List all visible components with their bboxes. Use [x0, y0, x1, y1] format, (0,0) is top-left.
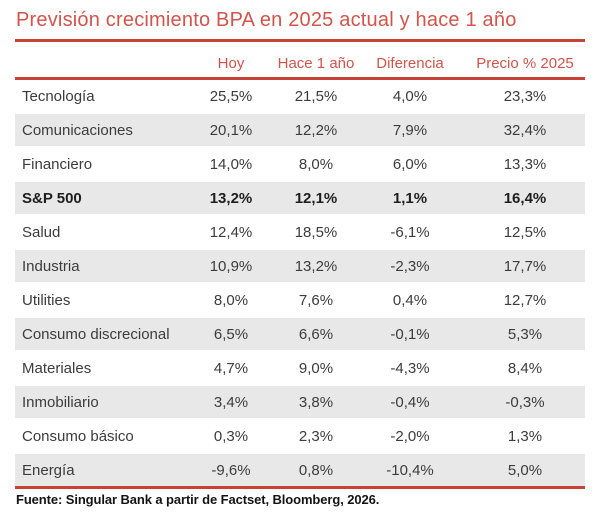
eps-growth-table: Hoy Hace 1 año Diferencia Precio % 2025 … — [15, 42, 585, 489]
table-row-comunicaciones: Comunicaciones 20,1% 12,2% 7,9% 32,4% — [15, 112, 585, 148]
cell-diferencia: -10,4% — [355, 452, 465, 489]
page-title: Previsión crecimiento BPA en 2025 actual… — [15, 5, 585, 42]
cell-hoy: 20,1% — [185, 112, 277, 148]
cell-precio: 32,4% — [465, 112, 585, 148]
cell-diferencia: -2,0% — [355, 418, 465, 454]
cell-diferencia: -0,4% — [355, 384, 465, 420]
sector-label: Comunicaciones — [15, 112, 185, 148]
cell-hace-1-ano: 13,2% — [277, 248, 355, 284]
col-header-hoy: Hoy — [185, 42, 277, 80]
sector-label: Consumo discrecional — [15, 316, 185, 352]
cell-precio: -0,3% — [465, 384, 585, 420]
table-row-materiales: Materiales 4,7% 9,0% -4,3% 8,4% — [15, 350, 585, 386]
cell-hace-1-ano: 2,3% — [277, 418, 355, 454]
cell-hoy: 10,9% — [185, 248, 277, 284]
cell-hace-1-ano: 21,5% — [277, 77, 355, 114]
col-header-diferencia: Diferencia — [355, 42, 465, 80]
cell-hoy: 4,7% — [185, 350, 277, 386]
sector-label: Consumo básico — [15, 418, 185, 454]
cell-hace-1-ano: 8,0% — [277, 146, 355, 182]
cell-hoy: 8,0% — [185, 282, 277, 318]
sector-label: Utilities — [15, 282, 185, 318]
table-row-consumo-discrecional: Consumo discrecional 6,5% 6,6% -0,1% 5,3… — [15, 316, 585, 352]
cell-hoy: 13,2% — [185, 180, 277, 216]
cell-diferencia: -0,1% — [355, 316, 465, 352]
cell-hoy: 25,5% — [185, 77, 277, 114]
sector-label: Materiales — [15, 350, 185, 386]
col-header-hace-1-ano: Hace 1 año — [277, 42, 355, 80]
cell-precio: 17,7% — [465, 248, 585, 284]
cell-hace-1-ano: 6,6% — [277, 316, 355, 352]
cell-hace-1-ano: 3,8% — [277, 384, 355, 420]
cell-hace-1-ano: 7,6% — [277, 282, 355, 318]
table-row-energia: Energía -9,6% 0,8% -10,4% 5,0% — [15, 452, 585, 489]
sector-label: Financiero — [15, 146, 185, 182]
cell-precio: 16,4% — [465, 180, 585, 216]
table-row-consumo-basico: Consumo básico 0,3% 2,3% -2,0% 1,3% — [15, 418, 585, 454]
sector-label: Salud — [15, 214, 185, 250]
table-row-industria: Industria 10,9% 13,2% -2,3% 17,7% — [15, 248, 585, 284]
sector-label: Tecnología — [15, 77, 185, 114]
cell-precio: 5,3% — [465, 316, 585, 352]
cell-hace-1-ano: 12,2% — [277, 112, 355, 148]
cell-diferencia: 1,1% — [355, 180, 465, 216]
cell-hoy: 0,3% — [185, 418, 277, 454]
cell-diferencia: -4,3% — [355, 350, 465, 386]
cell-hoy: 14,0% — [185, 146, 277, 182]
col-header-sector — [15, 42, 185, 80]
cell-precio: 12,5% — [465, 214, 585, 250]
cell-hace-1-ano: 12,1% — [277, 180, 355, 216]
cell-precio: 8,4% — [465, 350, 585, 386]
cell-hace-1-ano: 18,5% — [277, 214, 355, 250]
col-header-precio-2025: Precio % 2025 — [465, 42, 585, 80]
table-row-tecnologia: Tecnología 25,5% 21,5% 4,0% 23,3% — [15, 77, 585, 114]
sector-label: Inmobiliario — [15, 384, 185, 420]
cell-diferencia: 6,0% — [355, 146, 465, 182]
cell-precio: 5,0% — [465, 452, 585, 489]
cell-hoy: 3,4% — [185, 384, 277, 420]
cell-diferencia: -6,1% — [355, 214, 465, 250]
cell-diferencia: -2,3% — [355, 248, 465, 284]
header-row: Hoy Hace 1 año Diferencia Precio % 2025 — [15, 42, 585, 80]
cell-precio: 23,3% — [465, 77, 585, 114]
cell-precio: 13,3% — [465, 146, 585, 182]
cell-precio: 1,3% — [465, 418, 585, 454]
cell-hoy: -9,6% — [185, 452, 277, 489]
table-row-utilities: Utilities 8,0% 7,6% 0,4% 12,7% — [15, 282, 585, 318]
table-row-financiero: Financiero 14,0% 8,0% 6,0% 13,3% — [15, 146, 585, 182]
cell-hace-1-ano: 9,0% — [277, 350, 355, 386]
cell-diferencia: 4,0% — [355, 77, 465, 114]
cell-hace-1-ano: 0,8% — [277, 452, 355, 489]
cell-diferencia: 0,4% — [355, 282, 465, 318]
sector-label: Energía — [15, 452, 185, 489]
cell-diferencia: 7,9% — [355, 112, 465, 148]
sector-label: Industria — [15, 248, 185, 284]
cell-hoy: 6,5% — [185, 316, 277, 352]
cell-precio: 12,7% — [465, 282, 585, 318]
table-row-inmobiliario: Inmobiliario 3,4% 3,8% -0,4% -0,3% — [15, 384, 585, 420]
table-row-salud: Salud 12,4% 18,5% -6,1% 12,5% — [15, 214, 585, 250]
table-row-sp500: S&P 500 13,2% 12,1% 1,1% 16,4% — [15, 180, 585, 216]
sector-label: S&P 500 — [15, 180, 185, 216]
source-note: Fuente: Singular Bank a partir de Factse… — [16, 492, 380, 507]
cell-hoy: 12,4% — [185, 214, 277, 250]
